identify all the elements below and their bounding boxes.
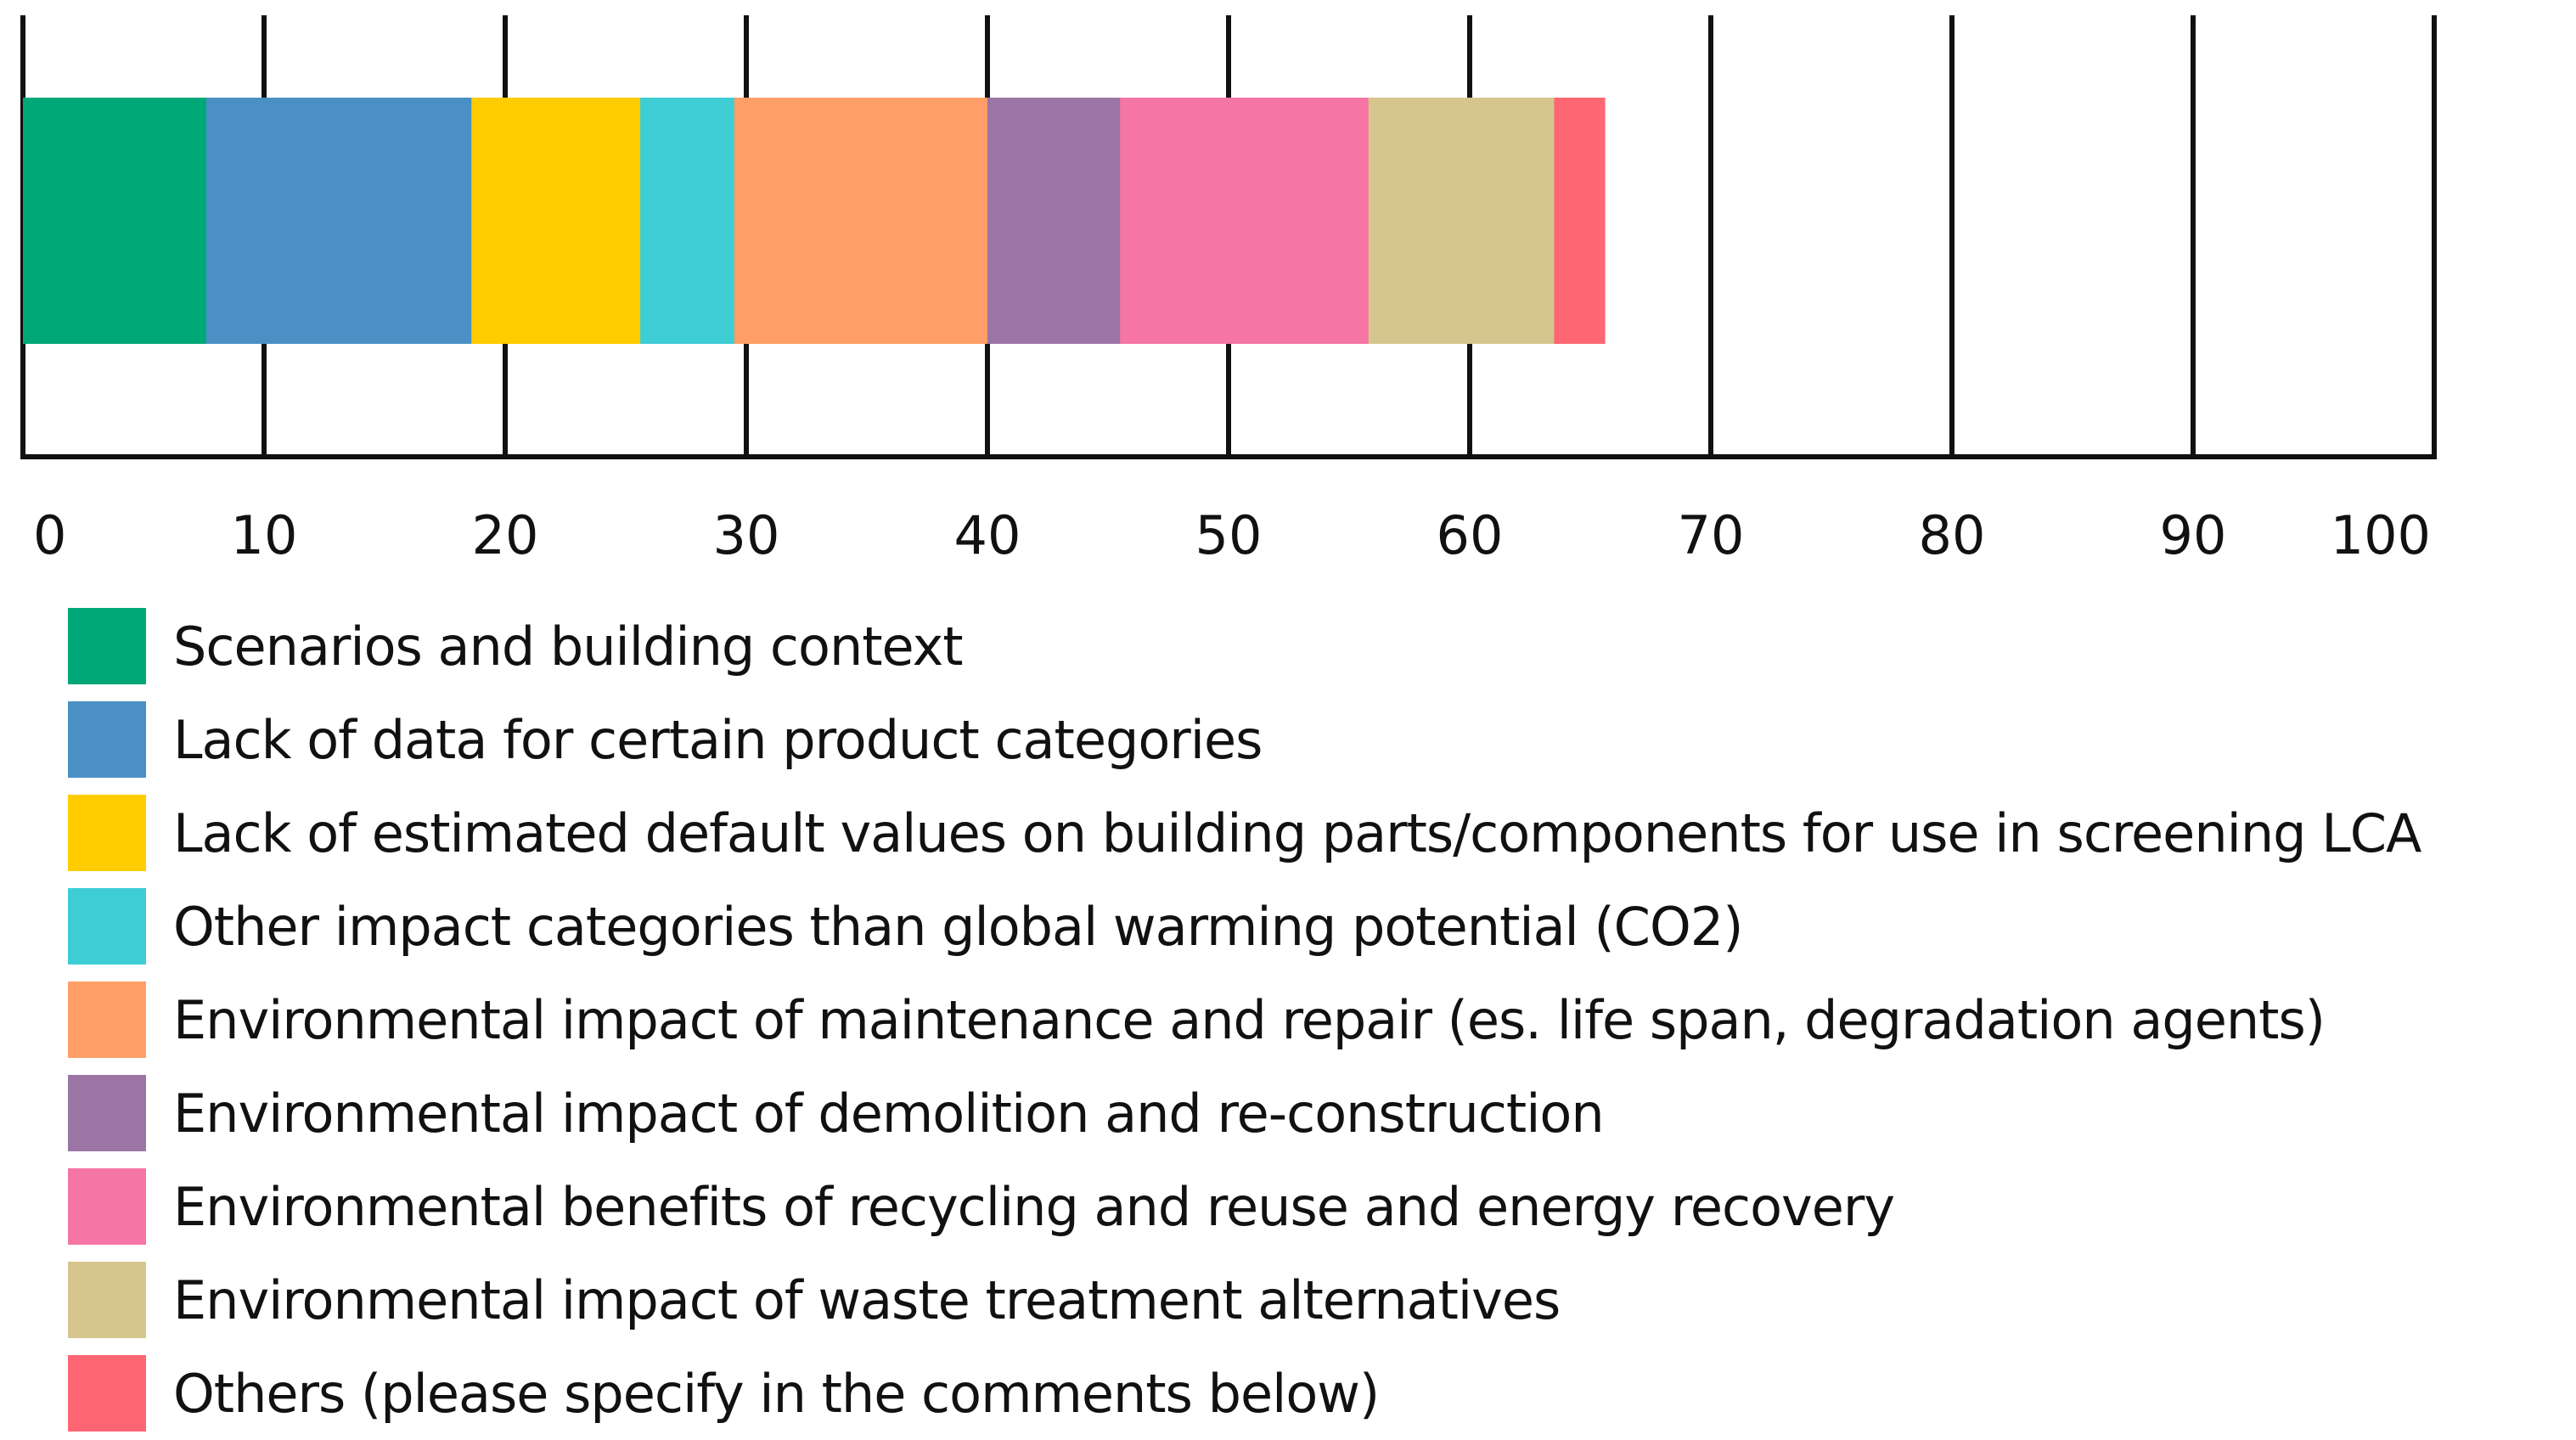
x-tick-label-90: 90 <box>2160 504 2227 566</box>
legend-item-4: Other impact categories than global warm… <box>68 880 2421 973</box>
legend-label: Scenarios and building context <box>173 615 964 678</box>
bar-segments <box>23 98 1606 344</box>
legend-label: Other impact categories than global warm… <box>173 895 1743 958</box>
x-tick-labels: 0 10 20 30 40 50 60 70 80 90 100 <box>33 504 2431 566</box>
legend-swatch <box>68 982 146 1058</box>
bar-segment-1 <box>23 98 207 344</box>
legend: Scenarios and building context Lack of da… <box>68 599 2421 1440</box>
x-tick-label-10: 10 <box>231 504 298 566</box>
x-tick-label-0: 0 <box>33 504 66 566</box>
bar-segment-7 <box>1120 98 1370 344</box>
x-tick-label-20: 20 <box>472 504 539 566</box>
legend-swatch <box>68 701 146 778</box>
legend-item-3: Lack of estimated default values on buil… <box>68 786 2421 880</box>
x-tick-label-70: 70 <box>1678 504 1745 566</box>
legend-item-2: Lack of data for certain product categor… <box>68 693 2421 786</box>
legend-item-8: Environmental impact of waste treatment … <box>68 1253 2421 1347</box>
legend-swatch <box>68 888 146 965</box>
legend-label: Lack of data for certain product categor… <box>173 708 1263 771</box>
legend-item-6: Environmental impact of demolition and r… <box>68 1066 2421 1160</box>
bar-segment-4 <box>640 98 735 344</box>
legend-item-5: Environmental impact of maintenance and … <box>68 973 2421 1066</box>
legend-swatch <box>68 1262 146 1338</box>
legend-label: Lack of estimated default values on buil… <box>173 802 2421 864</box>
x-tick-label-100: 100 <box>2331 504 2431 566</box>
legend-item-9: Others (please specify in the comments b… <box>68 1347 2421 1440</box>
legend-item-1: Scenarios and building context <box>68 599 2421 693</box>
bar-segment-2 <box>205 98 472 344</box>
x-tick-label-40: 40 <box>954 504 1021 566</box>
legend-swatch <box>68 1168 146 1245</box>
x-tick-label-80: 80 <box>1919 504 1986 566</box>
x-tick-label-30: 30 <box>713 504 780 566</box>
bar-segment-6 <box>987 98 1121 344</box>
legend-swatch <box>68 1075 146 1151</box>
bar-segment-5 <box>734 98 988 344</box>
bar-segment-3 <box>471 98 641 344</box>
legend-label: Environmental impact of demolition and r… <box>173 1082 1605 1145</box>
stacked-bar-chart: 0 10 20 30 40 50 60 70 80 90 100 <box>20 15 2437 566</box>
x-tick-label-60: 60 <box>1437 504 1504 566</box>
legend-swatch <box>68 608 146 684</box>
legend-swatch <box>68 1355 146 1432</box>
legend-swatch <box>68 795 146 871</box>
legend-label: Others (please specify in the comments b… <box>173 1362 1380 1425</box>
legend-label: Environmental impact of waste treatment … <box>173 1268 1561 1331</box>
bar-segment-9 <box>1554 98 1606 344</box>
x-tick-label-50: 50 <box>1195 504 1263 566</box>
legend-label: Environmental benefits of recycling and … <box>173 1175 1895 1238</box>
bar-segment-8 <box>1368 98 1555 344</box>
legend-label: Environmental impact of maintenance and … <box>173 988 2326 1051</box>
legend-item-7: Environmental benefits of recycling and … <box>68 1160 2421 1253</box>
